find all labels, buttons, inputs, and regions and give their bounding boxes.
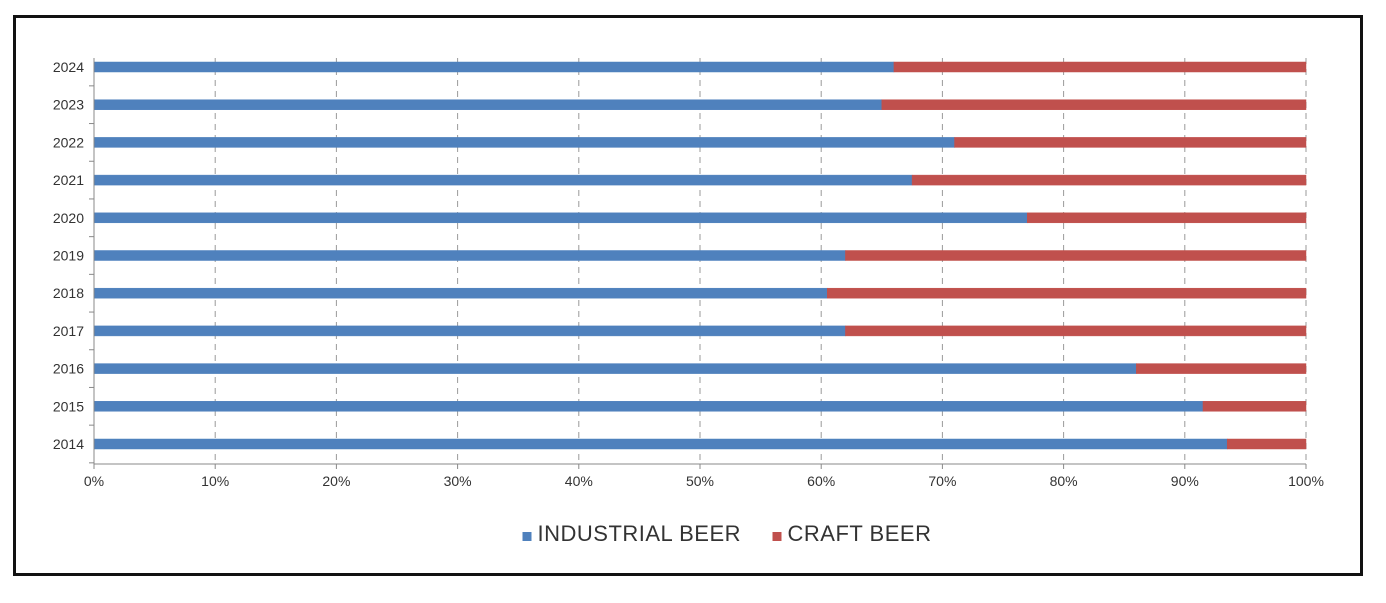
bar-industrial-2015: [93, 401, 1204, 412]
y-tick-label: 2015: [53, 398, 84, 414]
axes: 0% 10% 20% 30% 40% 50% 60% 70% 80% 90% 100% 2014 201…: [53, 58, 1324, 489]
x-tick-label: 30%: [444, 473, 472, 489]
x-tick-label: 10%: [201, 473, 229, 489]
x-tick-label: 100%: [1288, 473, 1324, 489]
legend-label-industrial: INDUSTRIAL BEER: [538, 521, 742, 546]
x-tick-label: 80%: [1050, 473, 1078, 489]
bar-industrial-2018: [93, 287, 828, 299]
x-tick-label: 40%: [565, 473, 593, 489]
bar-craft-2023: [881, 99, 1307, 110]
bar-craft-2018: [827, 287, 1307, 299]
y-tick-label: 2023: [53, 97, 84, 113]
gridlines: [214, 58, 1307, 464]
y-tick-label: 2020: [53, 210, 84, 226]
bar-craft-2016: [1136, 363, 1307, 374]
x-tick-label: 50%: [686, 473, 714, 489]
bar-industrial-2024: [93, 61, 895, 73]
bar-industrial-2020: [93, 212, 1028, 224]
bar-craft-2021: [911, 174, 1307, 186]
x-tick-label: 70%: [928, 473, 956, 489]
bar-craft-2017: [845, 325, 1307, 337]
y-tick-label: 2016: [53, 361, 84, 377]
legend-swatch-craft: [772, 532, 782, 541]
legend-swatch-industrial: [522, 532, 532, 541]
bar-industrial-2019: [93, 250, 846, 261]
bar-craft-2022: [954, 137, 1307, 148]
bar-industrial-2023: [93, 99, 883, 110]
x-tick-label: 60%: [807, 473, 835, 489]
y-tick-label: 2018: [53, 285, 84, 301]
x-tick-label: 20%: [322, 473, 350, 489]
y-tick-label: 2024: [53, 59, 84, 75]
legend: INDUSTRIAL BEER CRAFT BEER: [522, 521, 932, 546]
stacked-bar-chart: 0% 10% 20% 30% 40% 50% 60% 70% 80% 90% 100% 2014 201…: [53, 58, 1324, 546]
bar-industrial-2014: [93, 438, 1228, 450]
y-tick-label: 2019: [53, 248, 84, 264]
chart-frame: 0% 10% 20% 30% 40% 50% 60% 70% 80% 90% 100% 2014 201…: [13, 15, 1363, 576]
bar-craft-2019: [845, 250, 1307, 261]
y-tick-label: 2021: [53, 172, 84, 188]
bar-industrial-2016: [93, 363, 1137, 374]
bar-industrial-2017: [93, 325, 846, 337]
bar-industrial-2021: [93, 174, 913, 186]
bar-craft-2015: [1202, 401, 1307, 412]
bar-craft-2014: [1226, 438, 1307, 450]
x-tick-label: 90%: [1171, 473, 1199, 489]
y-tick-label: 2022: [53, 134, 84, 150]
bar-industrial-2022: [93, 137, 955, 148]
y-tick-label: 2017: [53, 323, 84, 339]
legend-label-craft: CRAFT BEER: [788, 521, 932, 546]
x-tick-label: 0%: [84, 473, 104, 489]
bar-craft-2024: [893, 61, 1307, 73]
bar-craft-2020: [1026, 212, 1307, 224]
bars: [93, 61, 1307, 450]
y-tick-label: 2014: [53, 436, 84, 452]
